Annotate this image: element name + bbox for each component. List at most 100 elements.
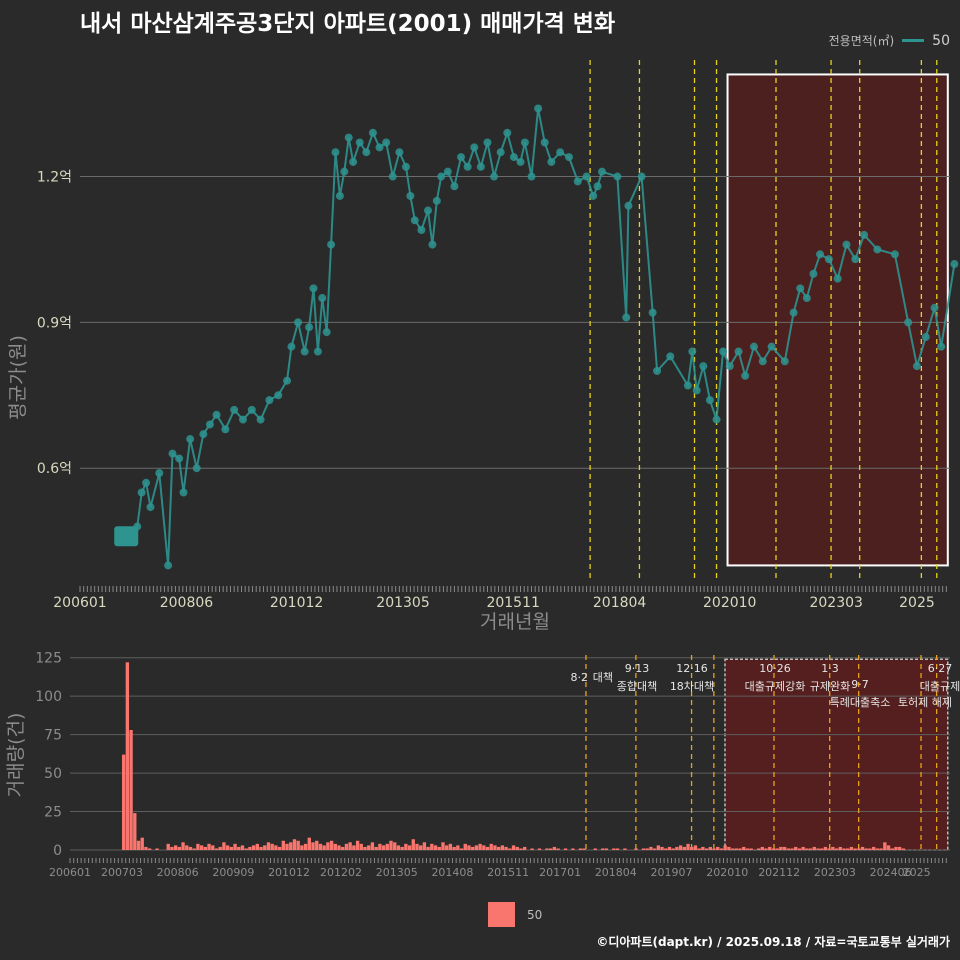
- volume-bar: [693, 845, 698, 850]
- volume-bar: [136, 840, 141, 850]
- volume-bar: [805, 848, 809, 850]
- volume-bar: [140, 837, 144, 850]
- price-y-title: 평균가(원): [7, 335, 29, 420]
- price-point: [443, 167, 452, 176]
- policy-annotation-label: 특례대출축소: [830, 696, 891, 709]
- volume-y-tick: 100: [35, 689, 62, 705]
- price-point: [624, 201, 633, 210]
- price-x-tick: 200601: [53, 595, 106, 611]
- policy-annotation-date: 9·7: [851, 678, 869, 691]
- volume-bar: [764, 848, 768, 850]
- policy-annotation-date: 6·27: [928, 662, 953, 675]
- price-point: [503, 128, 512, 137]
- price-point: [547, 157, 556, 166]
- price-point: [653, 366, 662, 375]
- chart-title: 내서 마산삼계주공3단지 아파트(2001) 매매가격 변화: [80, 11, 616, 37]
- volume-bar: [125, 662, 130, 850]
- volume-bar: [363, 846, 367, 850]
- price-point: [741, 371, 750, 380]
- price-point: [950, 260, 959, 269]
- volume-x-tick: 201907: [651, 866, 693, 879]
- price-point: [463, 162, 472, 171]
- price-point: [287, 342, 296, 351]
- volume-bar: [634, 848, 638, 850]
- price-point: [470, 143, 479, 152]
- policy-annotation-label: 대출규제: [920, 680, 960, 693]
- volume-bar: [719, 848, 724, 850]
- volume-bar: [255, 843, 259, 850]
- volume-highlight-box: [724, 658, 949, 851]
- volume-bar: [448, 843, 453, 850]
- volume-y-tick: 0: [53, 843, 62, 859]
- volume-bar: [508, 848, 512, 850]
- volume-bar: [270, 843, 274, 850]
- price-point: [648, 308, 657, 317]
- volume-bar: [411, 839, 415, 850]
- volume-bar: [879, 848, 883, 850]
- volume-bar: [738, 848, 742, 850]
- volume-bar: [883, 842, 887, 850]
- volume-x-tick: 201511: [487, 866, 529, 879]
- volume-bar: [300, 845, 304, 850]
- volume-x-tick: 202112: [758, 866, 800, 879]
- policy-annotation-label: 종합대책: [617, 680, 657, 693]
- volume-bar: [277, 846, 282, 850]
- volume-bar: [177, 846, 182, 850]
- volume-bar: [385, 843, 389, 850]
- price-point: [318, 294, 327, 303]
- price-point: [168, 449, 177, 458]
- volume-bar: [367, 845, 371, 850]
- volume-y-tick: 125: [35, 651, 62, 667]
- price-y-tick: 1.2억: [37, 170, 72, 186]
- volume-x-tick: 200806: [157, 866, 199, 879]
- volume-bar: [723, 845, 727, 850]
- volume-bar: [133, 813, 137, 850]
- volume-bar: [823, 846, 828, 850]
- policy-annotation-label: 18차대책: [670, 680, 714, 693]
- volume-bar: [445, 845, 449, 850]
- volume-bar: [708, 846, 712, 850]
- volume-bar: [645, 848, 649, 850]
- volume-bar: [285, 843, 289, 850]
- volume-bar: [678, 845, 683, 850]
- volume-bar: [467, 845, 471, 850]
- price-point: [725, 362, 734, 371]
- volume-bar: [497, 846, 501, 850]
- price-point: [833, 274, 842, 283]
- volume-bar: [489, 843, 493, 850]
- volume-bar: [281, 840, 285, 850]
- volume-bar: [337, 845, 341, 850]
- volume-bar: [820, 848, 824, 850]
- price-point: [186, 435, 195, 444]
- price-point: [205, 420, 214, 429]
- price-point: [666, 352, 675, 361]
- price-point: [331, 148, 340, 157]
- volume-bar: [782, 846, 787, 850]
- volume-bar: [474, 845, 479, 850]
- price-point: [516, 157, 525, 166]
- policy-annotation-date: 9·13: [625, 662, 650, 675]
- volume-x-tick: 200703: [101, 866, 143, 879]
- volume-bar: [274, 845, 278, 850]
- price-point: [789, 308, 798, 317]
- price-point: [274, 391, 283, 400]
- price-point: [428, 240, 437, 249]
- volume-bar: [898, 846, 902, 850]
- price-point: [912, 362, 921, 371]
- volume-bar: [522, 846, 527, 850]
- price-point: [921, 332, 930, 341]
- price-point: [851, 255, 860, 264]
- volume-bar: [530, 848, 534, 850]
- volume-bar: [229, 846, 234, 850]
- volume-bar: [612, 848, 616, 850]
- price-point: [137, 488, 146, 497]
- price-point: [406, 191, 415, 200]
- volume-bar: [656, 845, 661, 850]
- volume-bar: [344, 843, 349, 850]
- price-x-tick: 201012: [270, 595, 323, 611]
- volume-bar: [441, 842, 445, 850]
- price-point: [355, 138, 364, 147]
- price-point: [300, 347, 309, 356]
- price-point: [335, 191, 344, 200]
